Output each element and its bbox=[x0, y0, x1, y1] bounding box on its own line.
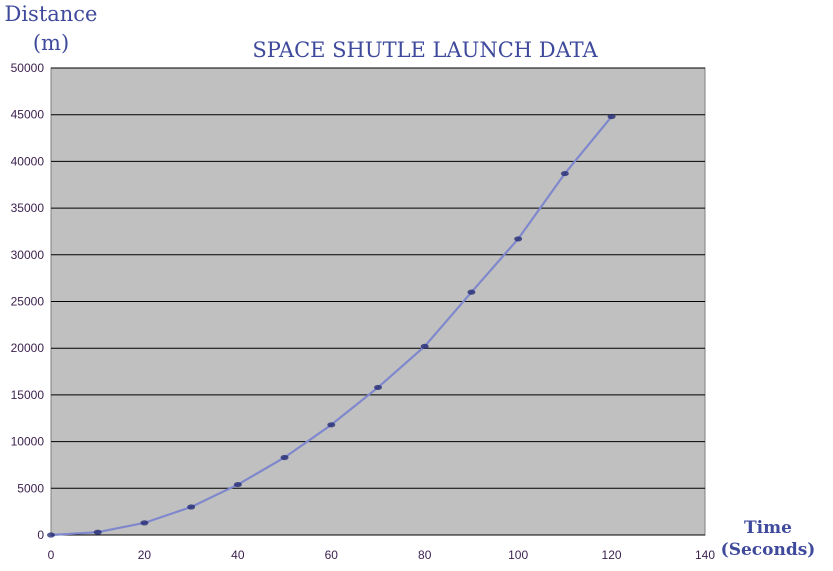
y-tick-label: 0 bbox=[37, 528, 44, 542]
x-tick-label: 0 bbox=[48, 548, 55, 562]
x-tick-label: 20 bbox=[138, 548, 152, 562]
x-tick-label: 60 bbox=[325, 548, 339, 562]
data-point bbox=[140, 520, 149, 526]
chart-title: SPACE SHUTLE LAUNCH DATA bbox=[252, 38, 598, 62]
x-tick-label: 100 bbox=[508, 548, 528, 562]
data-point bbox=[187, 504, 196, 510]
x-tick-label: 140 bbox=[695, 548, 715, 562]
data-point bbox=[560, 170, 569, 177]
x-axis-label-line-2: (Seconds) bbox=[721, 540, 816, 560]
x-tick-label: 80 bbox=[418, 548, 432, 562]
y-tick-label: 50000 bbox=[11, 61, 45, 75]
data-point bbox=[467, 289, 476, 295]
data-point bbox=[280, 454, 289, 461]
y-tick-label: 20000 bbox=[11, 341, 45, 355]
y-tick-label: 25000 bbox=[11, 295, 45, 309]
y-axis-label-line-1: Distance bbox=[4, 2, 97, 26]
y-tick-label: 45000 bbox=[11, 108, 45, 122]
x-tick-label: 120 bbox=[602, 548, 622, 562]
data-point bbox=[47, 532, 55, 538]
y-tick-label: 15000 bbox=[11, 388, 45, 402]
data-point bbox=[374, 384, 382, 391]
data-point bbox=[420, 343, 429, 349]
y-axis-label-line-2: (m) bbox=[33, 31, 69, 55]
y-tick-label: 30000 bbox=[11, 248, 45, 262]
y-tick-label: 5000 bbox=[17, 481, 44, 495]
data-point bbox=[327, 422, 336, 428]
y-tick-label: 40000 bbox=[11, 154, 45, 168]
x-tick-label: 40 bbox=[231, 548, 245, 562]
y-tick-label: 10000 bbox=[11, 435, 45, 449]
data-point bbox=[93, 529, 102, 535]
data-point bbox=[514, 236, 523, 242]
data-point bbox=[607, 113, 616, 120]
data-point bbox=[233, 481, 242, 488]
x-axis-label-line-1: Time bbox=[744, 518, 792, 538]
y-tick-label: 35000 bbox=[11, 201, 45, 215]
